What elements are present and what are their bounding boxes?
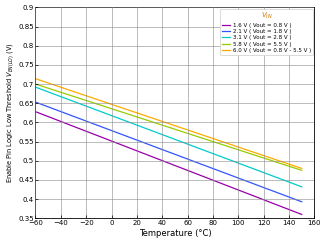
Legend: 1.6 V ( Vout = 0.8 V ), 2.1 V ( Vout = 1.8 V ), 3.1 V ( Vout = 2.8 V ), 5.8 V ( : 1.6 V ( Vout = 0.8 V ), 2.1 V ( Vout = 1… bbox=[220, 9, 313, 55]
Y-axis label: Enable Pin Logic Low Threshold $V_{EN(LO)}$ (V): Enable Pin Logic Low Threshold $V_{EN(LO… bbox=[5, 43, 16, 183]
X-axis label: Temperature (°C): Temperature (°C) bbox=[139, 229, 211, 238]
